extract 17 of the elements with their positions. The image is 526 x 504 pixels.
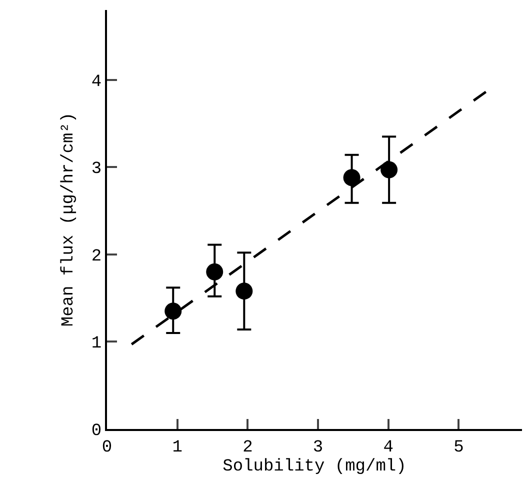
y-axis-title: Mean flux (μg/hr/cm²) [59, 112, 78, 327]
x-tick-label: 2 [242, 438, 253, 458]
y-tick-label: 3 [91, 160, 102, 180]
point [236, 282, 253, 300]
x-tick-label: 4 [383, 438, 394, 458]
point [206, 263, 224, 280]
point [380, 161, 398, 178]
x-tick-label: 5 [454, 438, 464, 458]
y-tick-label: 1 [91, 334, 102, 354]
y-tick-label: 2 [91, 247, 102, 266]
point [164, 302, 182, 320]
point [343, 169, 360, 186]
x-tick-label: 3 [312, 438, 324, 458]
x-tick-label: 1 [172, 438, 182, 458]
y-tick-label: 4 [91, 72, 102, 92]
y-tick-label: 0 [91, 422, 102, 441]
x-axis-title: Solubility (mg/ml) [222, 457, 406, 476]
